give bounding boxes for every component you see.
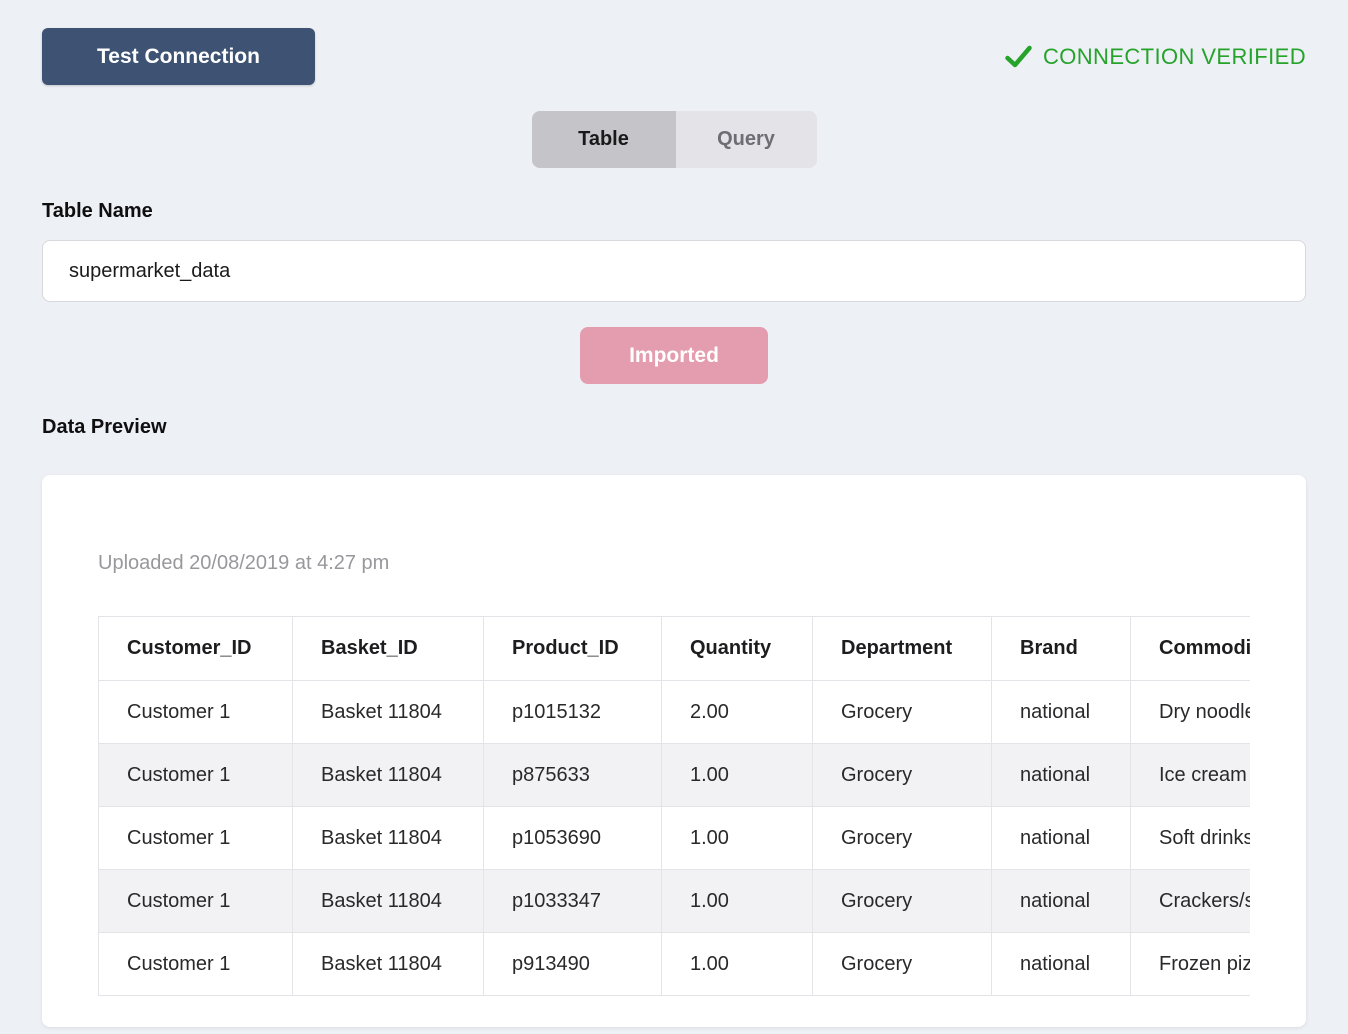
table-cell: p1053690 <box>483 806 662 870</box>
table-row: Customer 1 Basket 11804 p913490 1.00 Grocery… <box>98 932 1250 996</box>
table-cell: 1.00 <box>661 932 813 996</box>
table-cell: Customer 1 <box>98 869 293 933</box>
table-cell: Grocery <box>812 932 992 996</box>
connection-bar: Test Connection CONNECTION VERIFIED <box>42 0 1306 85</box>
column-header: Department <box>812 616 992 681</box>
table-row: Customer 1 Basket 11804 p1033347 1.00 Grocer… <box>98 869 1250 933</box>
table-cell: 1.00 <box>661 806 813 870</box>
connection-status: CONNECTION VERIFIED <box>1005 44 1306 70</box>
data-preview-label: Data Preview <box>42 416 167 438</box>
imported-row: Imported <box>42 327 1306 384</box>
table-cell: p875633 <box>483 743 662 807</box>
table-cell: national <box>991 680 1131 744</box>
table-cell: Basket 11804 <box>292 743 484 807</box>
table-cell: 2.00 <box>661 680 813 744</box>
table-cell: national <box>991 932 1131 996</box>
uploaded-timestamp: Uploaded 20/08/2019 at 4:27 pm <box>98 552 390 574</box>
tab-query[interactable]: Query <box>675 111 817 168</box>
table-row: Customer 1 Basket 11804 p875633 1.00 Grocery… <box>98 743 1250 807</box>
table-cell: Basket 11804 <box>292 869 484 933</box>
table-cell: p1015132 <box>483 680 662 744</box>
checkmark-icon <box>1005 44 1032 69</box>
table-cell: national <box>991 869 1131 933</box>
table-cell: Frozen pizza <box>1130 932 1250 996</box>
test-connection-button[interactable]: Test Connection <box>42 28 315 85</box>
column-header: Brand <box>991 616 1131 681</box>
table-cell: p1033347 <box>483 869 662 933</box>
table-row: Customer 1 Basket 11804 p1053690 1.00 Grocer… <box>98 806 1250 870</box>
table-header-row: Customer_ID Basket_ID Product_ID Quantity De… <box>98 616 1250 681</box>
source-type-tabs-row: Table Query <box>42 111 1306 168</box>
tab-table[interactable]: Table <box>531 111 676 168</box>
table-cell: 1.00 <box>661 743 813 807</box>
source-type-tabs: Table Query <box>531 111 817 168</box>
table-cell: Grocery <box>812 743 992 807</box>
table-cell: Customer 1 <box>98 680 293 744</box>
preview-table-clip: Customer_ID Basket_ID Product_ID Quantity De… <box>98 616 1250 996</box>
table-name-label: Table Name <box>42 200 153 222</box>
preview-table: Customer_ID Basket_ID Product_ID Quantity De… <box>98 616 1250 996</box>
table-cell: Basket 11804 <box>292 806 484 870</box>
table-cell: 1.00 <box>661 869 813 933</box>
connection-status-label: CONNECTION VERIFIED <box>1042 43 1306 69</box>
table-cell: Ice cream <box>1130 743 1250 807</box>
column-header: Customer_ID <box>98 616 293 681</box>
table-cell: Customer 1 <box>98 806 293 870</box>
column-header: Quantity <box>661 616 813 681</box>
table-cell: Basket 11804 <box>292 932 484 996</box>
table-cell: Grocery <box>812 680 992 744</box>
data-preview-card: Uploaded 20/08/2019 at 4:27 pm Customer_… <box>42 475 1306 1027</box>
table-cell: Customer 1 <box>98 932 293 996</box>
table-cell: Grocery <box>812 869 992 933</box>
imported-button[interactable]: Imported <box>580 327 768 384</box>
table-row: Customer 1 Basket 11804 p1015132 2.00 Grocer… <box>98 680 1250 744</box>
table-cell: national <box>991 743 1131 807</box>
table-cell: national <box>991 806 1131 870</box>
column-header: Basket_ID <box>292 616 484 681</box>
table-cell: Crackers/s <box>1130 869 1250 933</box>
column-header: Commodity <box>1130 616 1250 681</box>
column-header: Product_ID <box>483 616 662 681</box>
table-cell: Grocery <box>812 806 992 870</box>
table-name-input[interactable] <box>42 240 1306 302</box>
table-cell: Basket 11804 <box>292 680 484 744</box>
table-cell: Customer 1 <box>98 743 293 807</box>
table-cell: p913490 <box>483 932 662 996</box>
table-cell: Dry noodles <box>1130 680 1250 744</box>
table-cell: Soft drinks <box>1130 806 1250 870</box>
